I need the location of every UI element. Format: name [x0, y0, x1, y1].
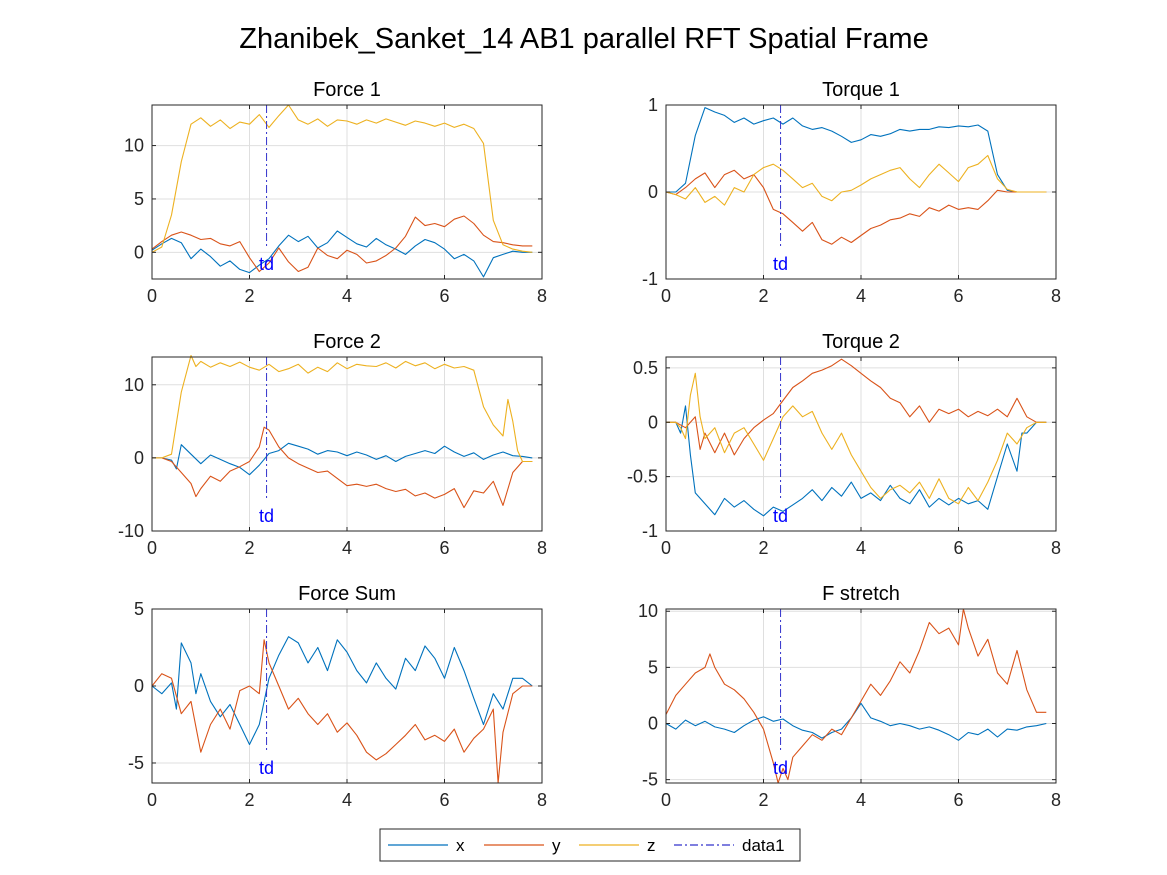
x-tick-label: 0	[147, 286, 157, 306]
legend-label-z: z	[647, 836, 656, 855]
subplot-title: F stretch	[822, 583, 900, 605]
x-tick-label: 4	[856, 790, 866, 810]
x-tick-label: 0	[147, 790, 157, 810]
x-tick-label: 4	[856, 286, 866, 306]
y-tick-label: 5	[134, 599, 144, 619]
y-tick-label: 0	[134, 448, 144, 468]
series-line-y	[151, 639, 533, 784]
y-tick-label: 0.5	[633, 358, 658, 378]
x-tick-label: 6	[953, 286, 963, 306]
y-tick-label: -5	[128, 753, 144, 773]
y-tick-label: 0	[134, 242, 144, 262]
x-tick-label: 0	[661, 286, 671, 306]
y-tick-label: -0.5	[627, 467, 658, 487]
x-tick-label: 2	[758, 538, 768, 558]
subplot-title: Force Sum	[298, 583, 396, 605]
x-tick-label: 6	[439, 538, 449, 558]
series-line-z	[152, 354, 533, 463]
series-line-y	[151, 215, 533, 273]
x-tick-label: 2	[758, 790, 768, 810]
subplot-title: Torque 1	[822, 79, 900, 101]
td-marker-label: td	[773, 758, 788, 778]
series-line-x	[666, 107, 1047, 193]
legend-label-x: x	[456, 836, 465, 855]
series-line-y	[152, 426, 533, 509]
x-tick-label: 8	[537, 286, 547, 306]
x-tick-label: 4	[342, 286, 352, 306]
series-line-x	[666, 405, 1047, 517]
series-line-z	[666, 372, 1047, 505]
y-tick-label: 10	[638, 601, 658, 621]
x-tick-label: 0	[661, 790, 671, 810]
y-tick-label: -10	[118, 521, 144, 541]
series-line-y	[665, 608, 1047, 784]
y-tick-label: 0	[648, 182, 658, 202]
legend: x y z data1	[379, 828, 801, 862]
series-line-y	[666, 358, 1047, 456]
x-tick-label: 4	[856, 538, 866, 558]
x-tick-label: 8	[1051, 286, 1061, 306]
series-line-z	[665, 154, 1047, 206]
subplot-torque-2: td 0 2 4 6 8 -1 -0.5 0 0.5 Torque 2	[627, 331, 1061, 558]
y-tick-label: 0	[134, 676, 144, 696]
x-tick-label: 2	[244, 538, 254, 558]
y-tick-label: 10	[124, 375, 144, 395]
x-tick-label: 8	[1051, 538, 1061, 558]
x-tick-label: 6	[953, 790, 963, 810]
series-line-x	[152, 442, 533, 476]
x-tick-label: 0	[147, 538, 157, 558]
x-tick-label: 4	[342, 790, 352, 810]
td-marker-label: td	[259, 254, 274, 274]
td-marker-label: td	[773, 254, 788, 274]
td-marker-label: td	[259, 506, 274, 526]
x-tick-label: 0	[661, 538, 671, 558]
x-tick-label: 6	[439, 286, 449, 306]
subplot-title: Torque 2	[822, 331, 900, 353]
y-tick-label: -5	[642, 770, 658, 790]
series-line-z	[151, 104, 533, 253]
subplot-force-1: td 0 2 4 6 8 0 5 10 Force 1	[124, 79, 547, 306]
y-tick-label: 0	[648, 714, 658, 734]
legend-label-data1: data1	[742, 836, 785, 855]
subplot-title: Force 2	[313, 331, 381, 353]
x-tick-label: 6	[953, 538, 963, 558]
x-tick-label: 8	[1051, 790, 1061, 810]
x-tick-label: 8	[537, 790, 547, 810]
y-tick-label: 10	[124, 136, 144, 156]
y-tick-label: 5	[648, 657, 658, 677]
x-tick-label: 2	[244, 286, 254, 306]
figure-title: Zhanibek_Sanket_14 AB1 parallel RFT Spat…	[239, 23, 928, 55]
series-line-x	[665, 702, 1047, 741]
td-marker-label: td	[773, 506, 788, 526]
x-tick-label: 2	[244, 790, 254, 810]
x-tick-label: 2	[758, 286, 768, 306]
y-tick-label: 0	[648, 412, 658, 432]
td-marker-label: td	[259, 758, 274, 778]
legend-label-y: y	[552, 836, 561, 855]
x-tick-label: 8	[537, 538, 547, 558]
y-tick-label: 1	[648, 95, 658, 115]
subplot-title: Force 1	[313, 79, 381, 101]
x-tick-label: 6	[439, 790, 449, 810]
y-tick-label: 5	[134, 189, 144, 209]
series-line-x	[151, 230, 533, 278]
series-line-y	[665, 169, 1047, 245]
y-tick-label: -1	[642, 521, 658, 541]
series-line-x	[151, 636, 533, 746]
y-tick-label: -1	[642, 269, 658, 289]
x-tick-label: 4	[342, 538, 352, 558]
